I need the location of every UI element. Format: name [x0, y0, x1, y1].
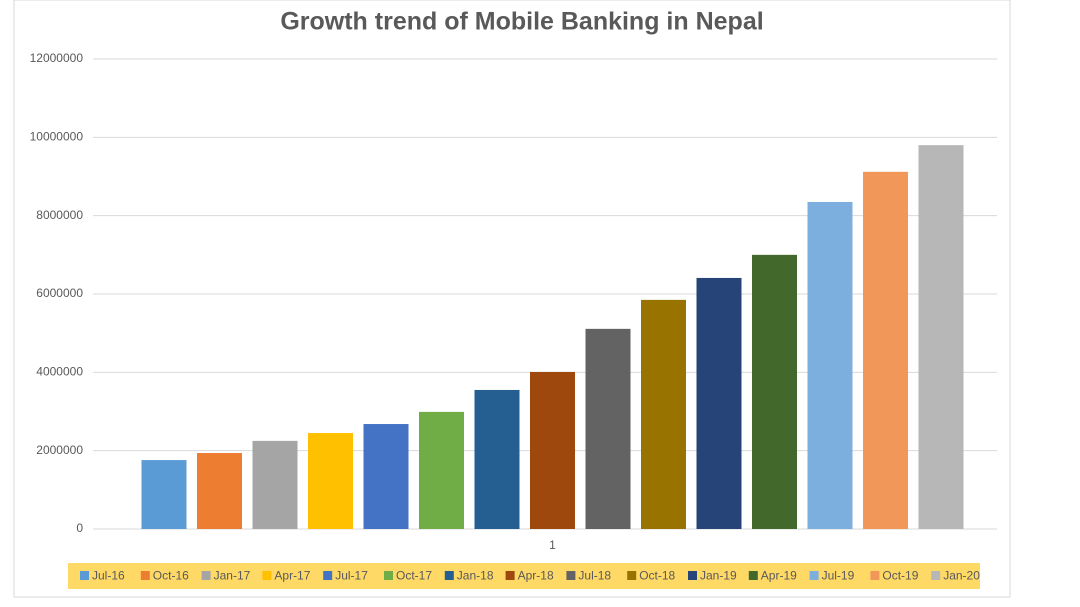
x-tick-label: 1 — [549, 538, 556, 552]
legend-swatch — [627, 571, 637, 580]
legend-swatch — [201, 571, 211, 580]
bar — [530, 371, 575, 529]
legend-label: Jan-17 — [214, 569, 251, 583]
bar — [918, 145, 964, 529]
legend-label: Jan-19 — [700, 569, 737, 583]
legend-swatch — [80, 571, 89, 580]
bar — [807, 201, 853, 530]
legend-label: Jan-20 — [943, 569, 980, 583]
y-tick-label: 2000000 — [36, 443, 83, 457]
legend-label: Oct-17 — [396, 569, 432, 583]
legend-label: Apr-17 — [274, 569, 310, 583]
legend-swatch — [566, 571, 576, 580]
legend-swatch — [262, 571, 272, 580]
bar — [141, 460, 187, 529]
bar — [474, 389, 520, 529]
legend-label: Jul-17 — [335, 569, 368, 583]
y-tick-label: 10000000 — [30, 130, 84, 144]
bar — [308, 433, 353, 529]
bar — [641, 299, 686, 529]
legend-background — [68, 563, 980, 589]
legend-swatch — [688, 571, 697, 580]
y-tick-label: 0 — [76, 521, 83, 535]
y-tick-label: 4000000 — [36, 365, 83, 379]
legend-swatch — [505, 571, 515, 580]
legend-swatch — [870, 571, 880, 580]
legend-swatch — [384, 571, 393, 580]
bar — [252, 440, 298, 529]
legend-swatch — [444, 571, 454, 580]
y-tick-label: 6000000 — [36, 286, 83, 300]
legend-label: Jul-18 — [578, 569, 611, 583]
legend-swatch — [323, 571, 333, 580]
bar — [696, 277, 742, 529]
y-tick-label: 12000000 — [30, 51, 84, 65]
legend-label: Oct-18 — [639, 569, 675, 583]
chart-title: Growth trend of Mobile Banking in Nepal — [280, 8, 763, 36]
legend-label: Oct-16 — [153, 569, 189, 583]
legend-swatch — [140, 571, 150, 580]
legend-swatch — [748, 571, 758, 580]
legend-label: Oct-19 — [882, 569, 918, 583]
bar — [197, 453, 242, 529]
legend-swatch — [809, 571, 819, 580]
bar — [863, 171, 908, 530]
bar — [363, 424, 409, 529]
legend-label: Jul-16 — [92, 569, 125, 583]
bar — [419, 411, 464, 529]
legend-label: Jan-18 — [457, 569, 494, 583]
legend-swatch — [931, 571, 941, 580]
bar — [752, 254, 797, 530]
y-tick-label: 8000000 — [36, 208, 83, 222]
bar — [585, 328, 631, 529]
legend-label: Jul-19 — [822, 569, 855, 583]
legend-label: Apr-19 — [761, 569, 797, 583]
legend-label: Apr-18 — [518, 569, 554, 583]
